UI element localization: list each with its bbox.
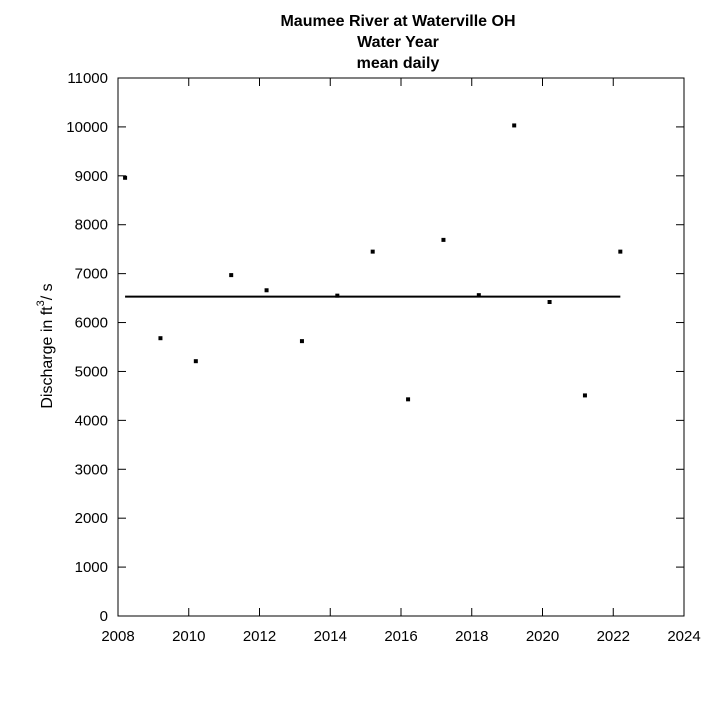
y-tick-label: 6000: [75, 315, 108, 332]
data-point: [335, 293, 340, 298]
y-axis-label-superscript: 3: [35, 300, 47, 306]
x-tick-label: 2014: [314, 628, 347, 645]
x-tick-label: 2018: [455, 628, 488, 645]
data-point: [476, 293, 481, 298]
data-point: [582, 393, 587, 398]
x-axis-ticks: 2008 2010 2012 2014 2016 2018 2020 2022 2024: [101, 78, 701, 645]
y-tick-label: 11000: [67, 70, 108, 87]
data-point: [512, 123, 517, 128]
y-axis-label: Discharge in ft3/ s: [35, 283, 56, 408]
y-tick-label: 2000: [75, 510, 108, 527]
data-point: [406, 397, 411, 402]
data-point: [193, 359, 198, 364]
data-point: [618, 249, 623, 254]
data-point: [547, 300, 552, 305]
y-axis-ticks: 0 1000 2000 3000 4000 5000 6000 7000 8000 9000 100…: [66, 70, 684, 625]
data-points: [123, 123, 623, 402]
plot-frame: [117, 77, 685, 617]
chart-title-line-3: mean daily: [357, 55, 440, 72]
y-tick-label: 7000: [75, 266, 108, 283]
y-tick-label: 8000: [75, 217, 108, 234]
data-point: [370, 249, 375, 254]
y-tick-label: 4000: [75, 412, 108, 429]
data-point: [123, 175, 128, 180]
x-tick-label: 2010: [172, 628, 205, 645]
y-tick-label: 1000: [75, 559, 108, 576]
x-tick-label: 2012: [243, 628, 276, 645]
data-point: [158, 336, 163, 341]
y-tick-label: 3000: [75, 461, 108, 478]
y-axis-label-prefix: Discharge in ft: [39, 306, 56, 409]
y-tick-label: 0: [100, 608, 108, 625]
x-tick-label: 2016: [384, 628, 417, 645]
y-tick-label: 10000: [66, 119, 108, 136]
x-tick-label: 2020: [526, 628, 559, 645]
y-axis-label-suffix: / s: [39, 283, 56, 300]
y-tick-label: 5000: [75, 363, 108, 380]
x-tick-label: 2022: [597, 628, 630, 645]
x-tick-label: 2008: [101, 628, 134, 645]
y-tick-label: 9000: [75, 168, 108, 185]
x-tick-label: 2024: [667, 628, 700, 645]
chart-title-line-1: Maumee River at Waterville OH: [280, 13, 515, 30]
data-point: [264, 288, 269, 293]
data-point: [299, 339, 304, 344]
data-point: [229, 273, 234, 278]
data-point: [441, 237, 446, 242]
chart-title-line-2: Water Year: [357, 34, 439, 51]
